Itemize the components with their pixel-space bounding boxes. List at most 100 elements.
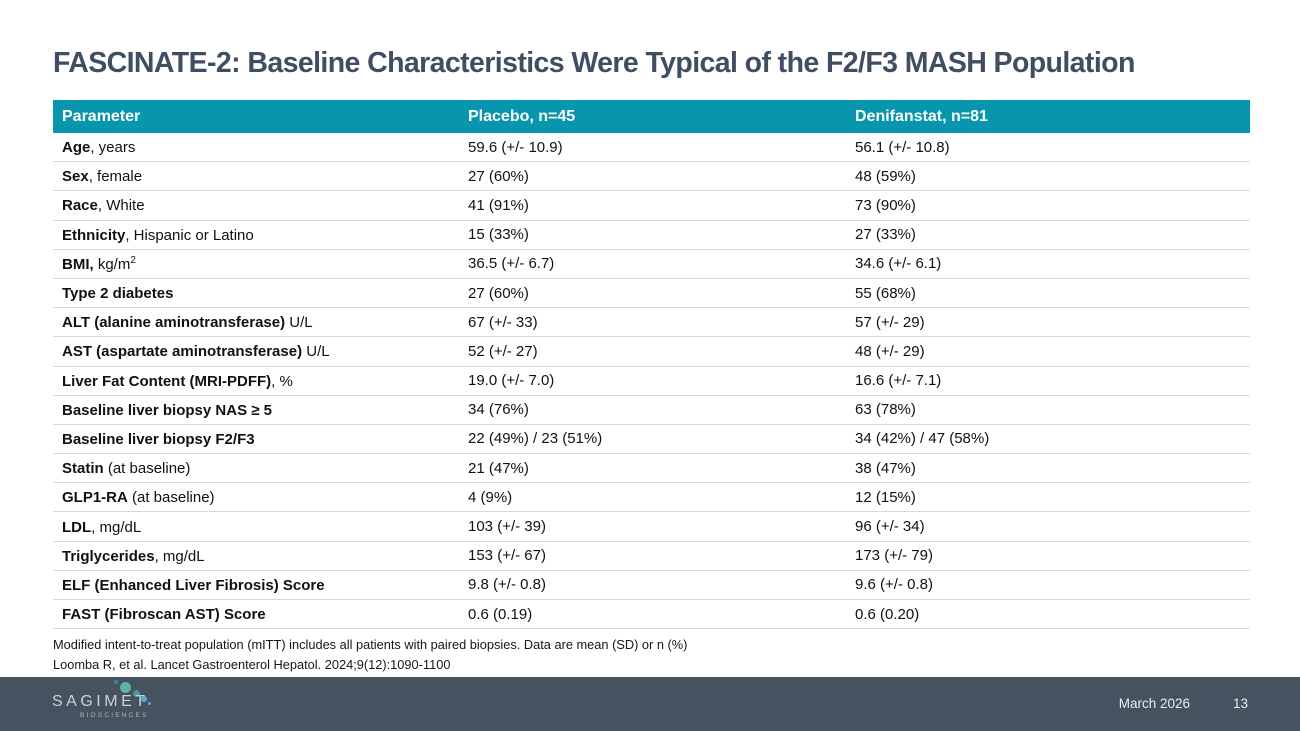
parameter-label: FAST (Fibroscan AST) Score	[62, 605, 468, 623]
parameter-label: ALT (alanine aminotransferase) U/L	[62, 313, 468, 331]
placebo-value: 103 (+/- 39)	[468, 518, 546, 536]
denifanstat-value: 63 (78%)	[855, 401, 916, 419]
denifanstat-value: 55 (68%)	[855, 284, 916, 302]
parameter-label-rest: , mg/dL	[154, 547, 205, 565]
logo-dot-icon	[148, 702, 151, 705]
denifanstat-value: 57 (+/- 29)	[855, 313, 925, 331]
placebo-value: 19.0 (+/- 7.0)	[468, 372, 555, 390]
parameter-label-bold: Age	[62, 139, 91, 157]
parameter-label-bold: LDL	[62, 518, 92, 536]
logo-dot-icon	[141, 696, 147, 702]
logo-dot-icon	[133, 690, 140, 697]
footnote-citation: Loomba R, et al. Lancet Gastroenterol He…	[53, 656, 451, 672]
denifanstat-value: 48 (+/- 29)	[855, 342, 925, 360]
parameter-label: GLP1-RA (at baseline)	[62, 488, 468, 506]
parameter-label-rest: (at baseline)	[127, 489, 215, 507]
header-cell-parameter: Parameter	[62, 107, 141, 125]
table-body: Age, years 59.6 (+/- 10.9) 56.1 (+/- 10.…	[53, 133, 1250, 630]
placebo-value: 4 (9%)	[468, 488, 513, 506]
parameter-label-rest: U/L	[302, 343, 330, 361]
placebo-value: 59.6 (+/- 10.9)	[468, 138, 563, 156]
parameter-label: LDL, mg/dL	[62, 518, 468, 536]
parameter-label-bold: Statin	[62, 460, 104, 478]
table-row: Type 2 diabetes 27 (60%) 55 (68%)	[53, 279, 1250, 309]
parameter-label: Baseline liver biopsy F2/F3	[62, 430, 468, 448]
parameter-label-bold: Baseline liver biopsy F2/F3	[62, 430, 255, 448]
placebo-value: 27 (60%)	[468, 284, 529, 302]
parameter-label-rest: U/L	[285, 314, 313, 332]
denifanstat-value: 16.6 (+/- 7.1)	[855, 372, 942, 390]
table-row: Baseline liver biopsy NAS ≥ 5 34 (76%) 6…	[53, 396, 1250, 425]
placebo-value: 21 (47%)	[468, 459, 529, 477]
table-row: Ethnicity, Hispanic or Latino 15 (33%) 2…	[53, 221, 1250, 250]
table-row: AST (aspartate aminotransferase) U/L 52 …	[53, 337, 1250, 367]
denifanstat-value: 0.6 (0.20)	[855, 605, 920, 623]
table-row: Baseline liver biopsy F2/F3 22 (49%) / 2…	[53, 425, 1250, 455]
placebo-value: 67 (+/- 33)	[468, 313, 538, 331]
parameter-label-bold: Race	[62, 197, 98, 215]
slide-title: FASCINATE-2: Baseline Characteristics We…	[53, 47, 1135, 79]
table-row: ELF (Enhanced Liver Fibrosis) Score 9.8 …	[53, 571, 1250, 600]
parameter-label-bold: Liver Fat Content (MRI-PDFF)	[62, 372, 272, 390]
denifanstat-value: 38 (47%)	[855, 459, 916, 477]
parameter-label-rest: , years	[90, 139, 136, 157]
parameter-label: Type 2 diabetes	[62, 284, 468, 302]
table-row: Statin (at baseline) 21 (47%) 38 (47%)	[53, 454, 1250, 484]
parameter-label: Age, years	[62, 138, 468, 156]
placebo-value: 0.6 (0.19)	[468, 605, 533, 623]
parameter-label-bold: Type 2 diabetes	[62, 285, 174, 303]
table-row: GLP1-RA (at baseline) 4 (9%) 12 (15%)	[53, 483, 1250, 513]
parameter-label-rest: , female	[88, 168, 143, 186]
parameter-label-bold: Ethnicity	[62, 226, 126, 244]
denifanstat-value: 34 (42%) / 47 (58%)	[855, 430, 990, 448]
parameter-label: Baseline liver biopsy NAS ≥ 5	[62, 401, 468, 419]
parameter-label-bold: GLP1-RA	[62, 489, 128, 507]
denifanstat-value: 173 (+/- 79)	[855, 547, 933, 565]
parameter-label-rest: , Hispanic or Latino	[125, 226, 254, 244]
parameter-label-bold: BMI,	[62, 255, 94, 273]
parameter-label-bold: ALT (alanine aminotransferase)	[62, 314, 286, 332]
parameter-label-rest: , mg/dL	[91, 518, 142, 536]
baseline-characteristics-table: Parameter Placebo, n=45 Denifanstat, n=8…	[53, 100, 1250, 630]
parameter-label-superscript: 2	[130, 254, 136, 266]
sagimet-logo: SAGIMET BIOSCIENCES	[52, 680, 172, 724]
table-row: Liver Fat Content (MRI-PDFF), % 19.0 (+/…	[53, 367, 1250, 396]
parameter-label: Race, White	[62, 196, 468, 214]
placebo-value: 41 (91%)	[468, 196, 529, 214]
parameter-label: BMI, kg/m2	[62, 255, 468, 273]
table-row: ALT (alanine aminotransferase) U/L 67 (+…	[53, 308, 1250, 338]
table-row: BMI, kg/m2 36.5 (+/- 6.7) 34.6 (+/- 6.1)	[53, 250, 1250, 279]
logo-subtext: BIOSCIENCES	[80, 712, 149, 719]
logo-wordmark: SAGIMET	[52, 693, 149, 710]
footer-date: March 2026	[1118, 696, 1190, 711]
logo-dot-icon	[114, 680, 118, 684]
parameter-label-bold: Sex	[62, 168, 89, 186]
parameter-label-rest: , %	[271, 372, 293, 390]
denifanstat-value: 96 (+/- 34)	[855, 518, 925, 536]
parameter-label-rest: , White	[97, 197, 145, 215]
parameter-label-bold: Triglycerides	[62, 547, 155, 565]
table-row: FAST (Fibroscan AST) Score 0.6 (0.19) 0.…	[53, 600, 1250, 630]
parameter-label-rest: (at baseline)	[103, 460, 191, 478]
placebo-value: 36.5 (+/- 6.7)	[468, 255, 555, 273]
parameter-label: Ethnicity, Hispanic or Latino	[62, 226, 468, 244]
denifanstat-value: 56.1 (+/- 10.8)	[855, 138, 950, 156]
placebo-value: 9.8 (+/- 0.8)	[468, 576, 546, 594]
logo-dot-icon	[120, 682, 131, 693]
footnote-mitt: Modified intent-to-treat population (mIT…	[53, 637, 688, 652]
denifanstat-value: 27 (33%)	[855, 226, 916, 244]
parameter-label-bold: ELF (Enhanced Liver Fibrosis) Score	[62, 576, 325, 594]
placebo-value: 34 (76%)	[468, 401, 529, 419]
denifanstat-value: 48 (59%)	[855, 167, 916, 185]
table-row: Sex, female 27 (60%) 48 (59%)	[53, 162, 1250, 192]
parameter-label-bold: AST (aspartate aminotransferase)	[62, 343, 303, 361]
denifanstat-value: 73 (90%)	[855, 196, 916, 214]
parameter-label: ELF (Enhanced Liver Fibrosis) Score	[62, 576, 468, 594]
table-row: LDL, mg/dL 103 (+/- 39) 96 (+/- 34)	[53, 512, 1250, 542]
placebo-value: 27 (60%)	[468, 167, 529, 185]
table-row: Age, years 59.6 (+/- 10.9) 56.1 (+/- 10.…	[53, 133, 1250, 163]
table-header-row: Parameter Placebo, n=45 Denifanstat, n=8…	[53, 100, 1250, 133]
parameter-label-rest: kg/m	[93, 255, 131, 273]
parameter-label-bold: FAST (Fibroscan AST) Score	[62, 606, 266, 624]
table-row: Race, White 41 (91%) 73 (90%)	[53, 191, 1250, 221]
